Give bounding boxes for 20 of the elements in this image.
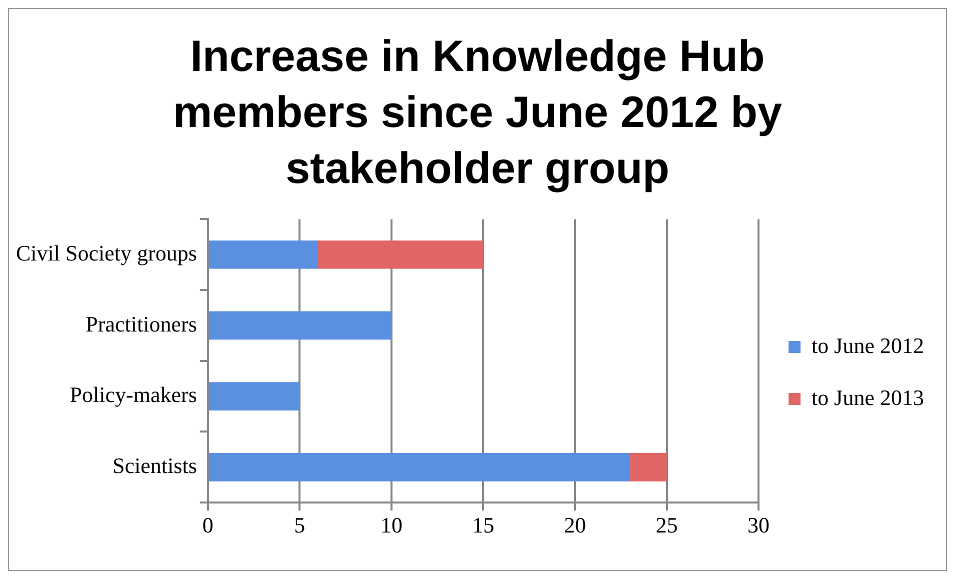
- bar: [208, 453, 630, 482]
- x-tick-label: 30: [748, 512, 770, 538]
- legend-label: to June 2012: [812, 332, 924, 358]
- y-tick-label: Practitioners: [86, 311, 197, 336]
- chart-title: Increase in Knowledge Hub members since June 2012 by stakeholder group: [172, 31, 783, 195]
- bar: [208, 382, 300, 410]
- bar: [318, 240, 484, 269]
- x-tick-label: 10: [380, 512, 402, 538]
- y-tick-label: Civil Society groups: [16, 240, 197, 266]
- y-tick-label: Scientists: [112, 452, 197, 478]
- legend-label: to June 2013: [812, 384, 924, 410]
- x-tick-label: 20: [564, 512, 586, 538]
- x-tick-label: 0: [202, 512, 214, 538]
- bar: [208, 311, 392, 340]
- x-tick-label: 15: [472, 512, 494, 538]
- x-tick-label: 5: [294, 512, 306, 538]
- x-tick-label: 25: [656, 512, 678, 538]
- bar: [630, 453, 667, 482]
- y-tick-label: Policy-makers: [70, 382, 197, 408]
- bar: [208, 240, 318, 269]
